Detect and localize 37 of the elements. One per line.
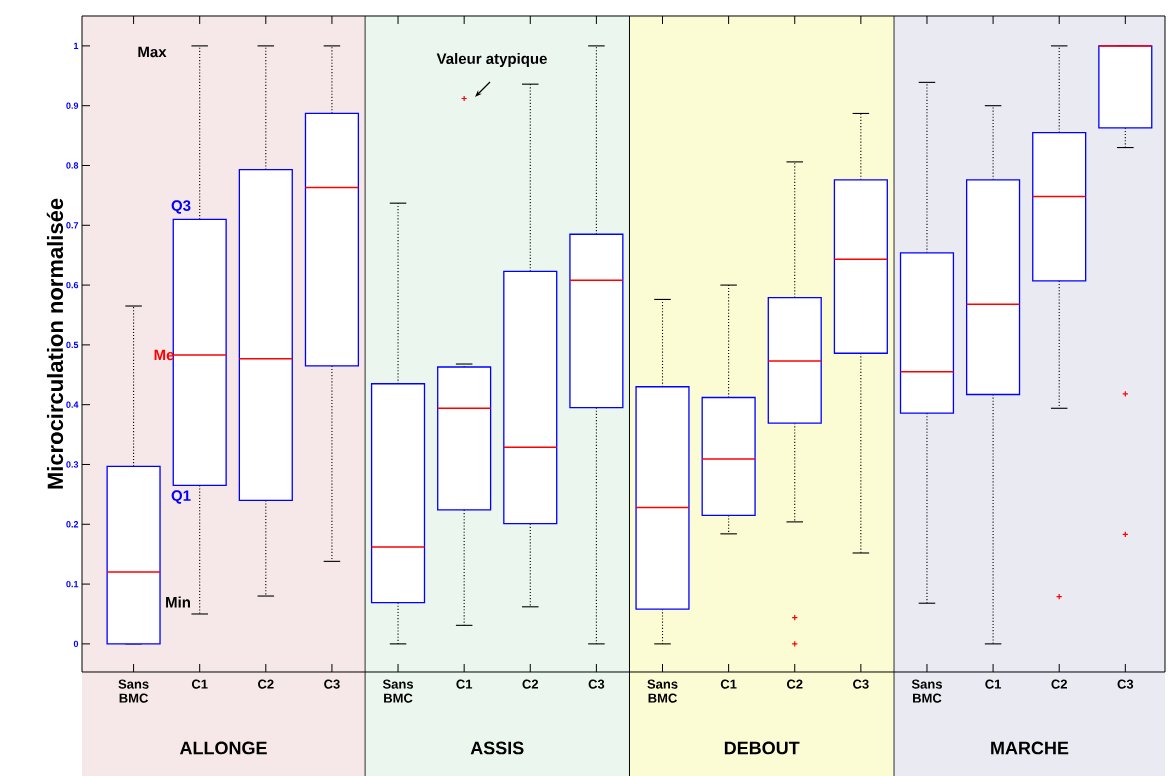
x-tick-label: Sans BMC <box>911 679 942 703</box>
annotation: Min <box>166 596 190 608</box>
y-tick-label: 0.3 <box>66 461 79 468</box>
x-tick-label: Sans BMC <box>382 679 414 703</box>
x-tick-label: C2 <box>258 679 274 689</box>
x-tick-label: C1 <box>720 679 737 689</box>
annotation: Q1 <box>171 490 191 504</box>
x-tick-label: C3 <box>324 679 340 689</box>
annotation: Q3 <box>171 200 191 214</box>
y-tick-label: 1 <box>74 42 79 49</box>
text: MARCHE <box>991 741 1069 755</box>
x-tick-label: Sans BMC <box>118 679 149 703</box>
annotation: Valeur atypique <box>436 53 547 67</box>
text: DEBOUT <box>724 741 800 755</box>
y-tick-label: 0.4 <box>66 401 79 408</box>
y-tick-label: 0.5 <box>66 341 79 349</box>
x-tick-label: C1 <box>985 679 1002 689</box>
y-tick-label: 0.8 <box>66 162 79 169</box>
x-tick-label: C1 <box>456 679 473 689</box>
y-tick-label: 0.2 <box>66 521 79 528</box>
x-tick-label: C1 <box>191 679 208 689</box>
y-tick-label: 0.6 <box>66 281 79 289</box>
x-tick-label: C2 <box>1051 679 1067 689</box>
text: ASSIS <box>470 741 524 755</box>
y-axis-title: Microcirculation normalisée <box>46 198 64 489</box>
text: ALLONGE <box>179 741 267 755</box>
x-tick-label: C3 <box>588 679 605 689</box>
x-tick-label: Sans BMC <box>647 679 678 703</box>
y-tick-label: 0.7 <box>66 222 79 229</box>
y-tick-label: 0.1 <box>66 580 79 588</box>
x-tick-label: C3 <box>1117 679 1134 689</box>
annotation: Max <box>138 46 167 58</box>
x-tick-label: C2 <box>786 679 803 689</box>
x-tick-label: C2 <box>522 679 539 689</box>
y-tick-label: 0 <box>73 640 79 648</box>
y-tick-label: 0.9 <box>66 102 79 109</box>
x-tick-label: C3 <box>853 679 869 689</box>
